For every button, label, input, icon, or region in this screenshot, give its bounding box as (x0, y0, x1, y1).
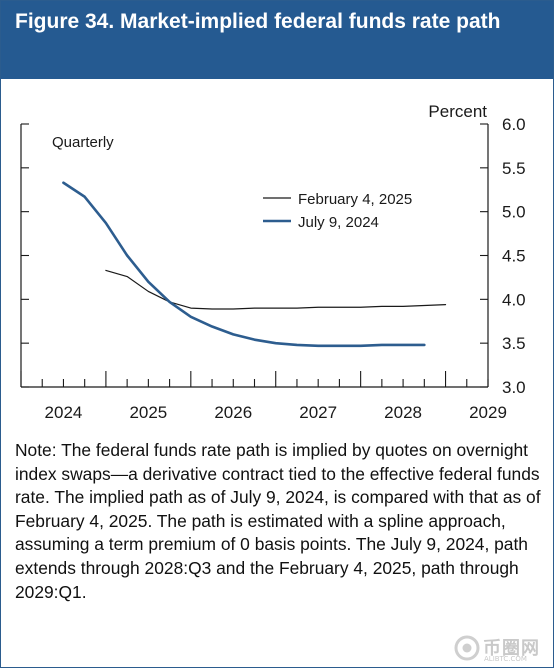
y-tick-label-4: 4.0 (502, 290, 526, 309)
series-line-1 (62, 181, 426, 348)
chart-axes (20, 124, 489, 388)
y-axis-unit-label: Percent (428, 102, 487, 121)
watermark-subtext: ALIBTC.COM (484, 655, 527, 663)
watermark-text: 币圈网 (483, 638, 540, 659)
figure-header: Figure 34. Market-implied federal funds … (1, 1, 553, 79)
x-tick-label-3: 2027 (299, 403, 337, 422)
figure-title: Figure 34. Market-implied federal funds … (15, 10, 501, 33)
y-tick-label-3: 4.5 (502, 247, 526, 266)
frequency-label: Quarterly (52, 134, 114, 151)
legend-label-feb-2025: February 4, 2025 (298, 191, 412, 208)
x-tick-label-4: 2028 (384, 403, 422, 422)
chart-legend: February 4, 2025 July 9, 2024 (263, 191, 412, 231)
figure-note: Note: The federal funds rate path is imp… (15, 440, 541, 602)
y-tick-label-5: 3.5 (502, 334, 526, 353)
y-tick-label-6: 3.0 (502, 378, 526, 397)
x-tick-label-1: 2025 (129, 403, 167, 422)
x-tick-label-2: 2026 (214, 403, 252, 422)
watermark: 币圈网 ALIBTC.COM (453, 633, 553, 665)
series-line-0 (105, 269, 447, 310)
y-tick-label-1: 5.5 (502, 159, 526, 178)
watermark-logo-icon (454, 635, 480, 661)
legend-label-jul-2024: July 9, 2024 (298, 214, 379, 231)
x-tick-label-5: 2029 (469, 403, 507, 422)
y-tick-label-2: 5.0 (502, 203, 526, 222)
chart-series (62, 181, 447, 348)
y-tick-label-0: 6.0 (502, 115, 526, 134)
chart-ticks: 6.0 5.5 5.0 4.5 4.0 3.5 3.0 2024 2025 2026 2027 202… (20, 115, 526, 422)
x-tick-label-0: 2024 (45, 403, 83, 422)
rate-path-chart: 6.0 5.5 5.0 4.5 4.0 3.5 3.0 2024 2025 2026 2027 202… (20, 102, 526, 422)
